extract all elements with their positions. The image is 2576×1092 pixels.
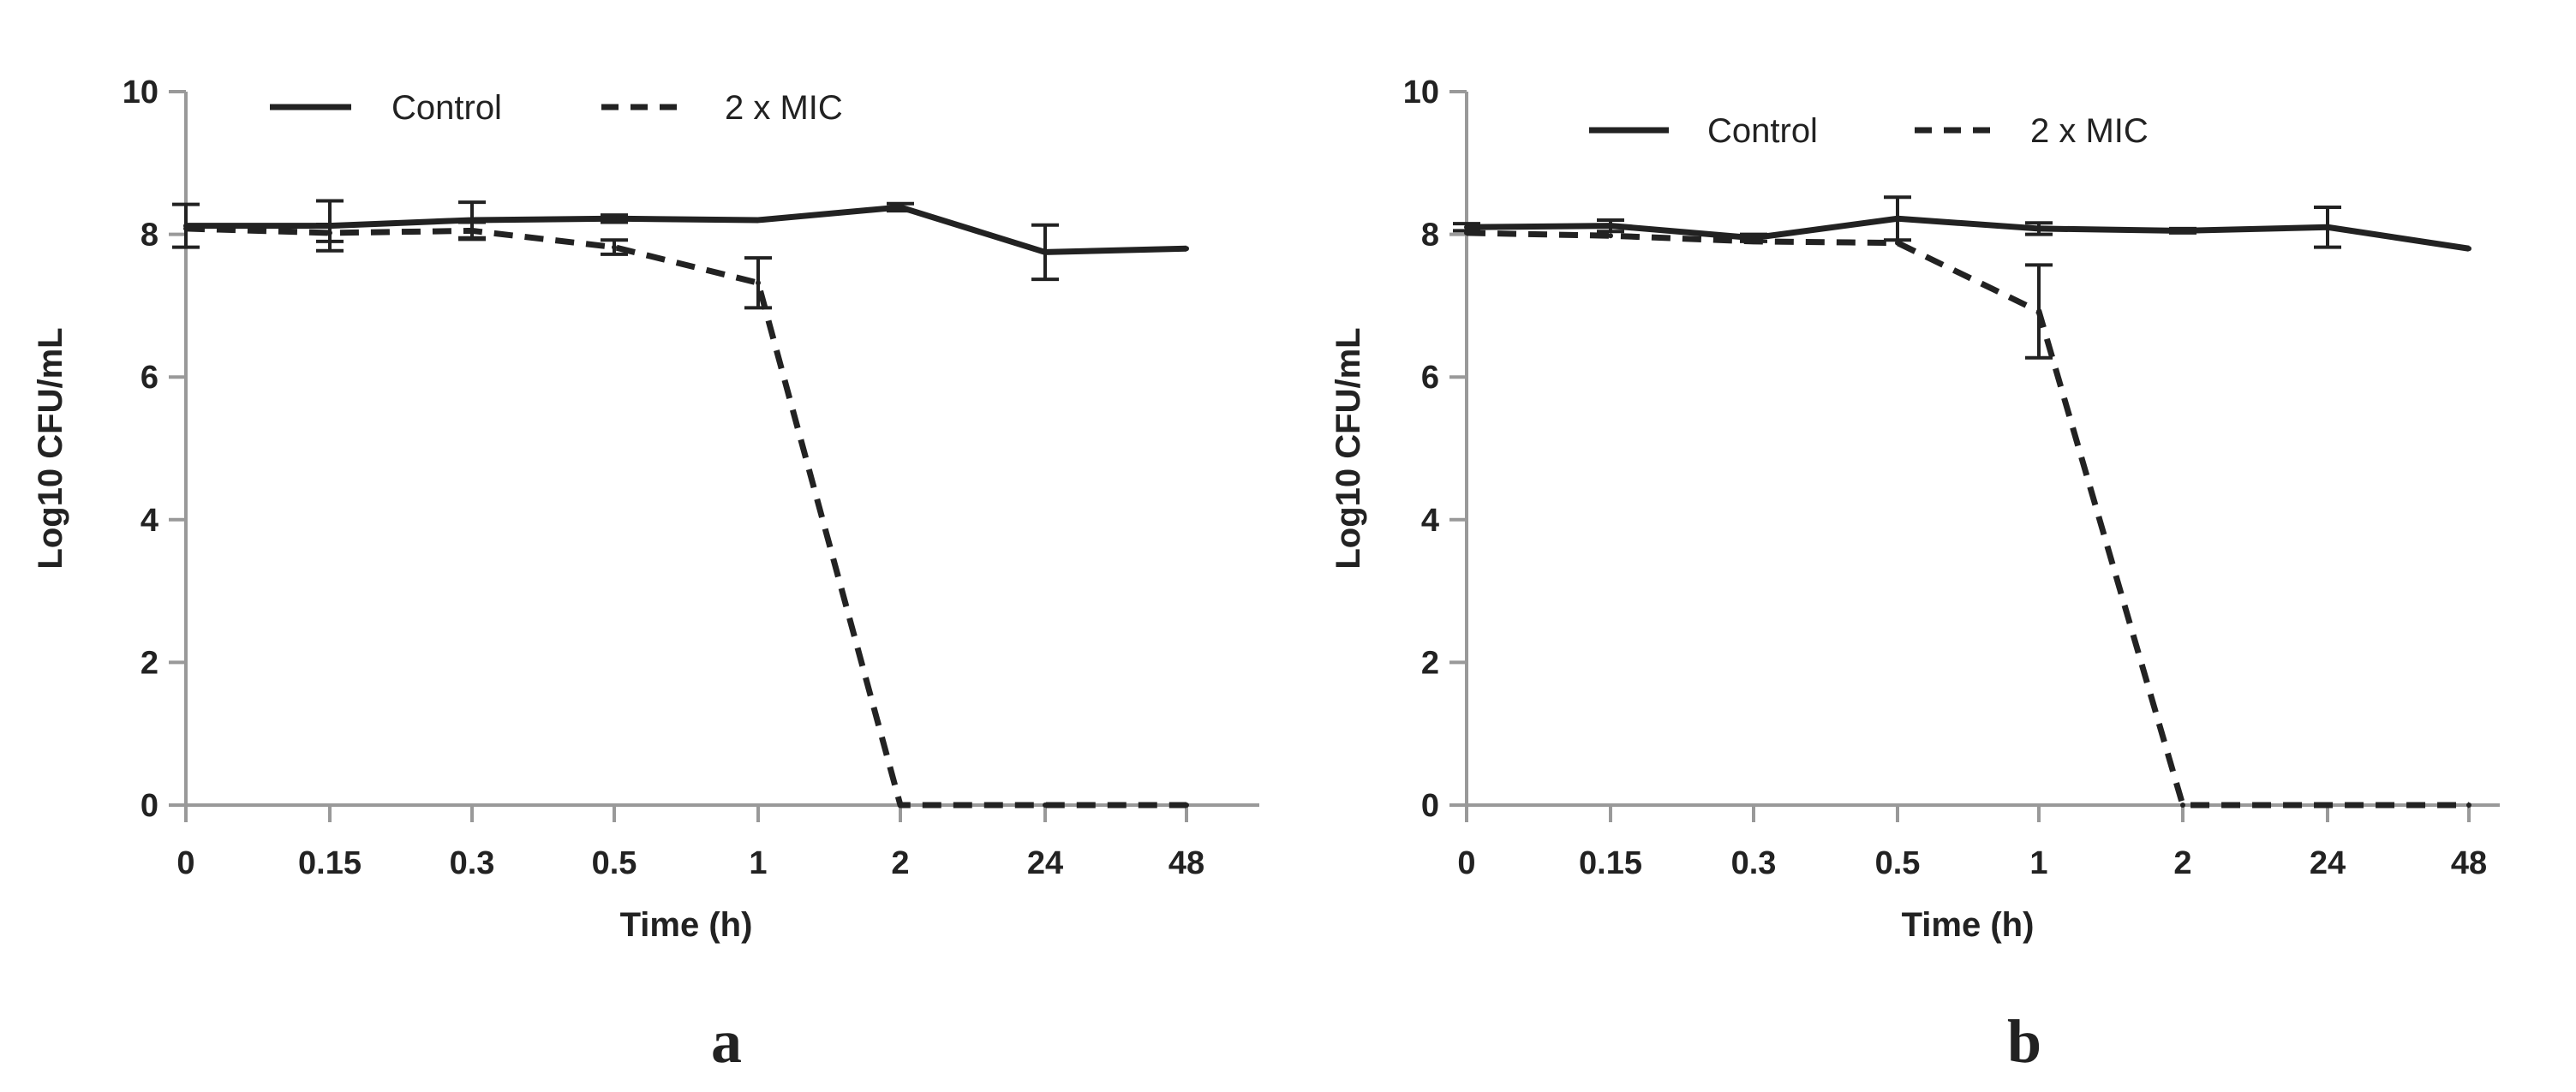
- data-point: [2466, 246, 2471, 252]
- y-tick-label: 10: [1403, 75, 1439, 110]
- data-point: [898, 803, 903, 808]
- series-line-control: [1466, 215, 2470, 252]
- x-tick-label: 0.15: [298, 845, 362, 881]
- y-tick-label: 4: [1421, 503, 1439, 539]
- data-point: [1184, 803, 1189, 808]
- x-tick-label: 2: [2173, 845, 2191, 881]
- series-line-control: [186, 204, 1187, 255]
- x-tick-label: 2: [891, 845, 909, 881]
- data-point: [1608, 233, 1613, 239]
- x-tick-label: 0.5: [1875, 845, 1921, 881]
- x-tick-label: 48: [2451, 845, 2487, 881]
- y-axis-title: Log10 CFU/mL: [1330, 327, 1367, 569]
- x-axis-title: Time (h): [620, 906, 753, 944]
- x-tick-label: 24: [1027, 845, 1063, 881]
- x-tick-label: 0.3: [1731, 845, 1777, 881]
- data-point: [1043, 803, 1048, 808]
- data-point: [1895, 240, 1900, 246]
- x-tick-label: 0.3: [450, 845, 495, 881]
- x-tick-label: 0: [1457, 845, 1475, 881]
- y-tick-label: 4: [140, 503, 158, 539]
- y-tick-label: 6: [140, 360, 158, 396]
- legend-label-control: Control: [391, 89, 502, 127]
- panel-label: b: [2007, 1007, 2041, 1076]
- x-tick-label: 1: [749, 845, 767, 881]
- x-tick-label: 0: [176, 845, 194, 881]
- y-tick-label: 8: [140, 218, 158, 254]
- data-point: [2325, 803, 2330, 808]
- legend-label-mic: 2 x MIC: [2030, 112, 2149, 150]
- y-tick-label: 0: [140, 788, 158, 824]
- y-tick-label: 2: [1421, 645, 1439, 681]
- y-tick-label: 2: [140, 645, 158, 681]
- y-tick-label: 10: [123, 75, 158, 110]
- x-axis-title: Time (h): [1902, 906, 2035, 944]
- data-point: [183, 225, 188, 231]
- series-line-mic: [185, 225, 1186, 809]
- x-tick-label: 1: [2029, 845, 2047, 881]
- data-point: [2466, 803, 2471, 808]
- data-point: [1184, 246, 1189, 252]
- y-tick-label: 0: [1421, 788, 1439, 824]
- data-point: [1464, 230, 1469, 236]
- y-axis-title: Log10 CFU/mL: [32, 327, 69, 569]
- legend-label-mic: 2 x MIC: [725, 89, 843, 127]
- panel-label: a: [711, 1007, 742, 1076]
- series-line-mic: [1466, 230, 2469, 809]
- y-tick-label: 6: [1421, 360, 1439, 396]
- x-tick-label: 0.5: [592, 845, 637, 881]
- data-point: [2180, 803, 2185, 808]
- data-point: [1751, 238, 1756, 244]
- y-tick-label: 8: [1421, 218, 1439, 254]
- data-point: [756, 217, 761, 223]
- x-tick-label: 48: [1168, 845, 1204, 881]
- legend-label-control: Control: [1707, 112, 1818, 150]
- x-tick-label: 0.15: [1579, 845, 1642, 881]
- x-tick-label: 24: [2310, 845, 2346, 881]
